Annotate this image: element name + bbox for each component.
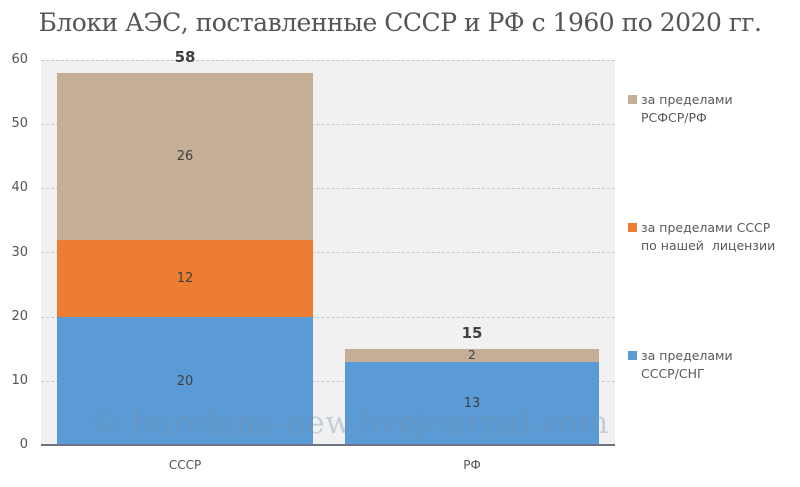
bar-rf-label-cis: 13 bbox=[463, 396, 481, 411]
legend-swatch-blue-icon bbox=[628, 351, 637, 360]
gridline-40 bbox=[41, 188, 615, 189]
legend-item-cis[interactable]: за пределами СССР/СНГ bbox=[628, 347, 733, 383]
y-tick-20: 20 bbox=[11, 309, 28, 324]
legend-item-license[interactable]: за пределами СССР по нашей лицензии bbox=[628, 219, 775, 255]
x-axis-line bbox=[41, 444, 615, 446]
watermark: © burckina-new.livejournal.com bbox=[90, 405, 609, 441]
y-tick-10: 10 bbox=[11, 373, 28, 388]
y-tick-60: 60 bbox=[11, 52, 28, 67]
bar-ussr-segment-license[interactable]: 12 bbox=[57, 240, 313, 317]
y-tick-0: 0 bbox=[19, 437, 28, 452]
gridline-50 bbox=[41, 124, 615, 125]
legend-label-line2: РСФСР/РФ bbox=[641, 110, 707, 125]
bar-rf-segment-cis[interactable]: 13 bbox=[345, 362, 599, 445]
bar-ussr-total: 58 bbox=[174, 48, 196, 66]
bar-ussr-label-license: 12 bbox=[176, 271, 194, 286]
bar-rf-label-rsfsr: 2 bbox=[468, 348, 476, 362]
y-tick-40: 40 bbox=[11, 180, 28, 195]
gridline-10 bbox=[41, 381, 615, 382]
legend-label-line1: за пределами bbox=[641, 348, 733, 363]
legend-label-line1: за пределами СССР bbox=[641, 220, 771, 235]
legend-label-line2: по нашей лицензии bbox=[641, 238, 776, 253]
bar-rf[interactable]: 2 13 bbox=[345, 348, 599, 445]
y-tick-30: 30 bbox=[11, 245, 28, 260]
bar-ussr-label-rsfsr: 26 bbox=[176, 149, 194, 164]
legend-swatch-orange-icon bbox=[628, 223, 637, 232]
bar-ussr-label-cis: 20 bbox=[176, 374, 194, 389]
gridline-30 bbox=[41, 252, 615, 253]
x-tick-rf: РФ bbox=[463, 458, 481, 472]
bar-rf-total: 15 bbox=[461, 324, 483, 342]
bar-rf-segment-rsfsr[interactable]: 2 bbox=[345, 348, 599, 362]
gridline-60 bbox=[41, 60, 615, 61]
bar-ussr-segment-cis[interactable]: 20 bbox=[57, 317, 313, 445]
x-tick-ussr: СССР bbox=[168, 458, 202, 472]
gridline-20 bbox=[41, 317, 615, 318]
chart-title: Блоки АЭС, поставленные СССР и РФ с 1960… bbox=[38, 8, 762, 37]
legend-label-line1: за пределами bbox=[641, 92, 733, 107]
legend-swatch-tan-icon bbox=[628, 95, 637, 104]
y-tick-50: 50 bbox=[11, 116, 28, 131]
bar-ussr[interactable]: 26 12 20 bbox=[57, 73, 313, 445]
legend-item-rsfsr[interactable]: за пределами РСФСР/РФ bbox=[628, 91, 733, 127]
legend-label-line2: СССР/СНГ bbox=[641, 366, 705, 381]
bar-ussr-segment-rsfsr[interactable]: 26 bbox=[57, 73, 313, 240]
